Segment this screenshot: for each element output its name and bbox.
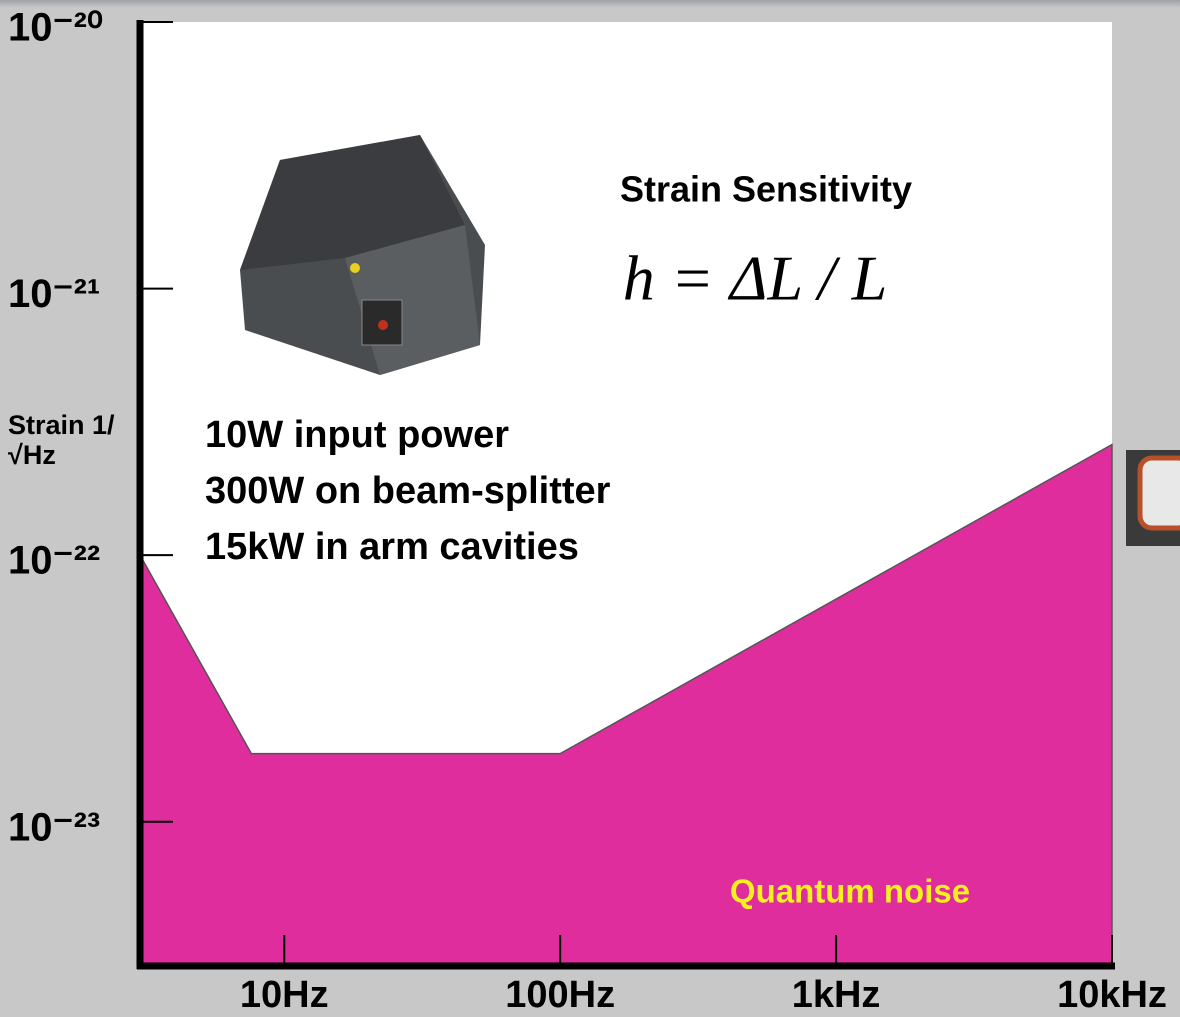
x-tick-label: 1kHz	[792, 974, 881, 1016]
device-image	[1126, 450, 1180, 546]
x-tick-label: 100Hz	[505, 974, 615, 1016]
laser-led	[350, 263, 360, 273]
y-axis-label: Strain 1/√Hz	[8, 410, 115, 470]
laser-top	[240, 135, 465, 270]
x-tick-label: 10kHz	[1057, 974, 1167, 1016]
x-tick-label: 10Hz	[240, 974, 329, 1016]
laser-image	[240, 135, 485, 375]
series-label: Quantum noise	[730, 873, 970, 910]
annotation: 15kW in arm cavities	[205, 526, 579, 568]
annotation: 300W on beam-splitter	[205, 470, 611, 512]
y-tick-label: 10⁻²⁰	[8, 6, 103, 50]
y-tick-label: 10⁻²³	[8, 805, 100, 849]
y-tick-label: 10⁻²¹	[8, 272, 100, 316]
laser-dot	[378, 320, 388, 330]
formula: h = ΔL / L	[623, 243, 888, 314]
annotation: Strain Sensitivity	[620, 169, 912, 210]
annotation: 10W input power	[205, 414, 509, 456]
y-tick-label: 10⁻²²	[8, 539, 100, 583]
